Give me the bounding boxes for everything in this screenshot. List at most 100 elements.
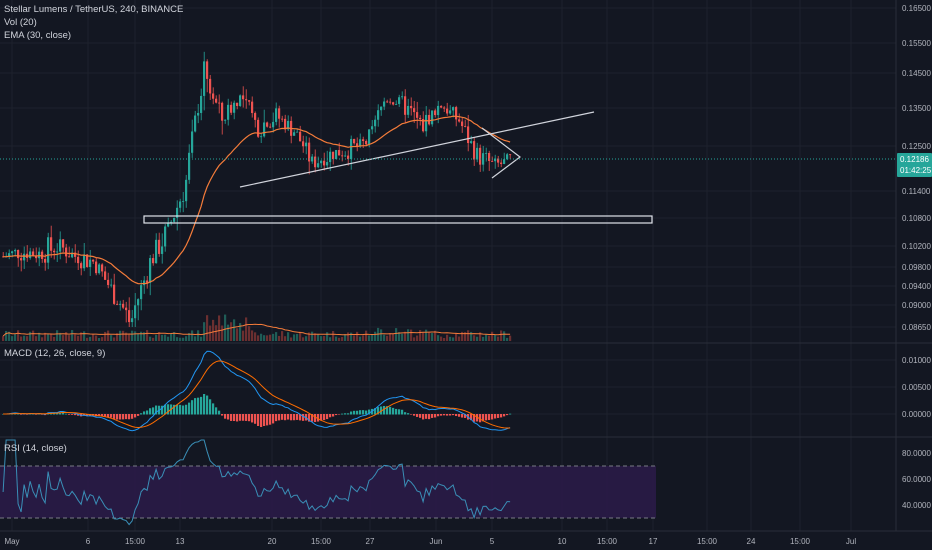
candle-body [206, 61, 209, 79]
macd-hist-bar [122, 414, 125, 420]
candle-body [407, 105, 410, 115]
candle-body [203, 61, 206, 96]
macd-hist-bar [278, 414, 281, 421]
macd-hist-bar [35, 414, 38, 415]
rsi-tick-label: 80.0000 [902, 449, 931, 458]
candle-body [179, 201, 182, 208]
volume-bar [122, 330, 125, 341]
macd-hist-bar [209, 399, 212, 415]
volume-bar [131, 330, 134, 341]
volume-bar [86, 337, 89, 341]
volume-bar [77, 335, 80, 341]
countdown-label: 01:42:25 [900, 166, 932, 175]
volume-bar [398, 332, 401, 341]
price-panel[interactable] [0, 51, 896, 341]
macd-hist-bar [149, 408, 152, 415]
volume-bar [35, 336, 38, 341]
time-tick-label: 15:00 [790, 537, 811, 546]
macd-hist-bar [251, 414, 254, 423]
volume-bar [188, 332, 191, 341]
triangle-pattern[interactable] [481, 127, 521, 179]
macd-hist-bar [473, 414, 476, 422]
macd-hist-bar [338, 414, 341, 415]
macd-panel[interactable] [2, 350, 512, 432]
macd-hist-bar [128, 414, 131, 420]
ascending-trendline[interactable] [239, 111, 595, 188]
macd-hist-bar [215, 407, 218, 415]
volume-bar [365, 330, 368, 341]
volume-bar [89, 336, 92, 341]
macd-hist-bar [110, 414, 113, 418]
candle-body [302, 141, 305, 147]
candle-body [77, 256, 80, 264]
macd-hist-bar [176, 404, 179, 415]
support-box[interactable] [143, 215, 653, 224]
candle-body [386, 101, 389, 103]
volume-bar [305, 336, 308, 341]
candle-body [485, 153, 488, 154]
volume-bar [338, 337, 341, 341]
candle-body [473, 141, 476, 160]
macd-hist-bar [161, 405, 164, 415]
volume-bar [104, 331, 107, 341]
volume-bar [239, 323, 242, 341]
macd-hist-bar [182, 405, 185, 415]
macd-hist-bar [506, 414, 509, 416]
volume-bar [134, 331, 137, 341]
volume-bar [446, 334, 449, 341]
macd-hist-bar [20, 414, 23, 415]
volume-ma-line [2, 323, 511, 337]
candle-body [392, 102, 395, 105]
candle-body [233, 102, 236, 113]
ema-line [3, 115, 511, 285]
candle-body [470, 141, 473, 144]
macd-hist-bar [461, 414, 464, 418]
volume-bar [416, 335, 419, 341]
candle-body [140, 285, 143, 300]
volume-bar [143, 332, 146, 341]
candle-body [20, 258, 23, 261]
volume-bar [167, 336, 170, 341]
candle-body [401, 96, 404, 98]
volume-bar [8, 331, 11, 341]
candle-body [488, 153, 491, 161]
time-tick-label: 5 [490, 537, 495, 546]
macd-hist-bar [206, 395, 209, 415]
macd-hist-bar [143, 411, 146, 415]
volume-bar [176, 337, 179, 341]
candle-body [275, 108, 278, 122]
volume-bar [326, 332, 329, 341]
time-axis[interactable]: May 6 15:00 13 20 15:00 27 Jun 5 10 15:00 17 15:00 24… [4, 537, 856, 546]
macd-hist-bar [392, 407, 395, 415]
candle-body [410, 105, 413, 109]
rsi-panel[interactable] [0, 439, 656, 526]
volume-bar [11, 336, 14, 341]
macd-hist-bar [275, 414, 278, 422]
candle-body [380, 106, 383, 111]
price-axis[interactable]: 0.16500 0.15500 0.14500 0.13500 0.12500 0.114… [902, 4, 931, 510]
candle-body [71, 252, 74, 258]
candle-body [185, 179, 188, 202]
macd-hist-bar [212, 403, 215, 415]
volume-bar [2, 336, 5, 341]
macd-hist-bar [296, 414, 299, 420]
macd-hist-bar [134, 414, 137, 418]
candle-body [338, 150, 341, 156]
volume-bar [389, 333, 392, 341]
candle-body [95, 261, 98, 274]
volume-bar [158, 332, 161, 341]
candle-body [161, 246, 164, 254]
macd-hist-bar [287, 414, 290, 420]
volume-bar [221, 325, 224, 341]
candle-body [122, 303, 125, 308]
volume-bar [266, 335, 269, 341]
candle-body [74, 252, 77, 257]
volume-bar [20, 336, 23, 341]
candle-body [362, 139, 365, 142]
volume-bar [107, 330, 110, 341]
macd-hist-bar [428, 414, 431, 420]
rsi-legend: RSI (14, close) [4, 443, 67, 454]
volume-bar [56, 330, 59, 341]
candle-body [416, 112, 419, 118]
